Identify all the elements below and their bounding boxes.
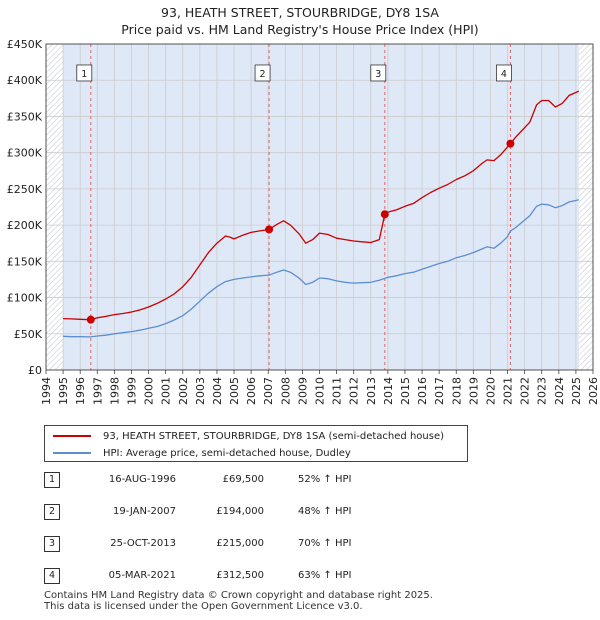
legend-item-hpi: HPI: Average price, semi-detached house,… xyxy=(53,445,351,461)
x-tick-label: 2005 xyxy=(228,377,241,405)
sale-marker-label: 2 xyxy=(260,69,266,80)
x-tick-label: 2021 xyxy=(502,377,515,405)
x-tick-label: 2003 xyxy=(194,377,207,405)
x-tick-label: 2011 xyxy=(331,377,344,405)
x-tick-label: 2007 xyxy=(262,377,275,405)
sale-price: £69,500 xyxy=(222,474,264,485)
table-row: 4 05-MAR-2021 £312,500 63% ↑ HPI xyxy=(44,566,484,586)
sale-date: 19-JAN-2007 xyxy=(112,506,176,517)
x-tick-label: 1996 xyxy=(74,377,87,405)
x-tick-label: 2023 xyxy=(536,377,549,405)
sale-date: 05-MAR-2021 xyxy=(108,570,176,581)
sale-number-badge: 3 xyxy=(44,536,60,552)
sale-number-badge: 2 xyxy=(44,504,60,520)
x-tick-label: 2000 xyxy=(143,377,156,405)
x-tick-label: 2009 xyxy=(296,377,309,405)
chart-subtitle: Price paid vs. HM Land Registry's House … xyxy=(121,22,479,37)
sale-marker-box xyxy=(370,64,387,82)
x-tick-label: 2025 xyxy=(570,377,583,405)
y-tick-label: £450K xyxy=(7,38,43,51)
plot-frame xyxy=(45,43,594,371)
x-tick-label: 2020 xyxy=(484,377,497,405)
sale-marker-box xyxy=(254,64,271,82)
x-tick-label: 2015 xyxy=(399,377,412,405)
data-period-shading xyxy=(63,44,579,370)
x-tick-label: 2017 xyxy=(433,377,446,405)
x-tick-label: 2014 xyxy=(382,377,395,405)
footer-copyright: Contains HM Land Registry data © Crown c… xyxy=(44,590,433,601)
y-tick-label: £150K xyxy=(7,255,43,268)
sale-price: £194,000 xyxy=(216,506,264,517)
y-tick-label: £100K xyxy=(7,292,43,305)
sale-point xyxy=(380,210,389,219)
y-tick-label: £200K xyxy=(7,219,43,232)
sale-marker-label: 1 xyxy=(81,69,87,80)
no-data-hatch-left xyxy=(46,44,64,370)
price-chart: £0 £50K £100K £150K £200K £250K £300K £350K £400… xyxy=(7,38,600,405)
sale-date: 25-OCT-2013 xyxy=(110,538,176,549)
sale-marker-box xyxy=(496,64,512,82)
x-tick-label: 2001 xyxy=(160,377,173,405)
x-tick-label: 1998 xyxy=(108,377,121,405)
x-tick-label: 2024 xyxy=(553,377,566,405)
x-tick-label: 2008 xyxy=(279,377,292,405)
sale-marker-label: 3 xyxy=(375,69,381,80)
y-tick-label: £50K xyxy=(14,328,43,341)
x-tick-label: 1997 xyxy=(91,377,104,405)
legend-swatch-property xyxy=(53,435,91,437)
x-tick-label: 2019 xyxy=(467,377,480,405)
x-tick-label: 1994 xyxy=(40,377,53,405)
y-tick-label: £400K xyxy=(7,74,43,87)
sale-price: £215,000 xyxy=(216,538,264,549)
y-tick-label: £250K xyxy=(7,183,43,196)
y-tick-label: £0 xyxy=(28,364,42,377)
sale-date: 16-AUG-1996 xyxy=(108,474,176,485)
x-tick-label: 2006 xyxy=(245,377,258,405)
sale-point xyxy=(86,315,95,324)
x-tick-label: 2018 xyxy=(450,377,463,405)
x-tick-label: 2002 xyxy=(177,377,190,405)
x-tick-label: 1999 xyxy=(125,377,138,405)
sale-point xyxy=(506,139,515,148)
legend-label-property: 93, HEATH STREET, STOURBRIDGE, DY8 1SA (… xyxy=(103,430,445,442)
no-data-hatch-right xyxy=(578,44,593,370)
sale-number-badge: 1 xyxy=(44,472,60,488)
x-tick-label: 2026 xyxy=(587,377,600,405)
sale-marker-label: 4 xyxy=(501,69,507,80)
sale-price: £312,500 xyxy=(216,570,264,581)
table-row: 1 16-AUG-1996 £69,500 52% ↑ HPI xyxy=(44,470,484,490)
x-tick-label: 2004 xyxy=(211,377,224,405)
footer-licence: This data is licensed under the Open Gov… xyxy=(44,601,363,612)
sale-point xyxy=(265,225,274,234)
table-row: 3 25-OCT-2013 £215,000 70% ↑ HPI xyxy=(44,534,484,554)
sale-hpi-change: 63% ↑ HPI xyxy=(298,570,352,581)
sale-hpi-change: 70% ↑ HPI xyxy=(298,538,352,549)
legend-item-property: 93, HEATH STREET, STOURBRIDGE, DY8 1SA (… xyxy=(53,428,444,444)
x-tick-label: 2012 xyxy=(348,377,361,405)
hpi-series-line xyxy=(63,199,579,338)
sale-hpi-change: 52% ↑ HPI xyxy=(298,474,352,485)
table-row: 2 19-JAN-2007 £194,000 48% ↑ HPI xyxy=(44,502,484,522)
x-tick-label: 2010 xyxy=(314,377,327,405)
sale-number-badge: 4 xyxy=(44,568,60,584)
x-tick-label: 1995 xyxy=(57,377,70,405)
legend-swatch-hpi xyxy=(53,452,91,454)
x-tick-label: 2013 xyxy=(365,377,378,405)
x-tick-label: 2022 xyxy=(519,377,532,405)
sale-marker-box xyxy=(76,64,93,82)
x-tick-label: 2016 xyxy=(416,377,429,405)
y-tick-label: £300K xyxy=(7,147,43,160)
footer: Contains HM Land Registry data © Crown c… xyxy=(44,590,433,612)
legend: 93, HEATH STREET, STOURBRIDGE, DY8 1SA (… xyxy=(44,425,468,462)
legend-label-hpi: HPI: Average price, semi-detached house,… xyxy=(103,447,351,459)
sale-hpi-change: 48% ↑ HPI xyxy=(298,506,352,517)
y-tick-label: £350K xyxy=(7,110,43,123)
chart-title: 93, HEATH STREET, STOURBRIDGE, DY8 1SA xyxy=(161,5,439,20)
